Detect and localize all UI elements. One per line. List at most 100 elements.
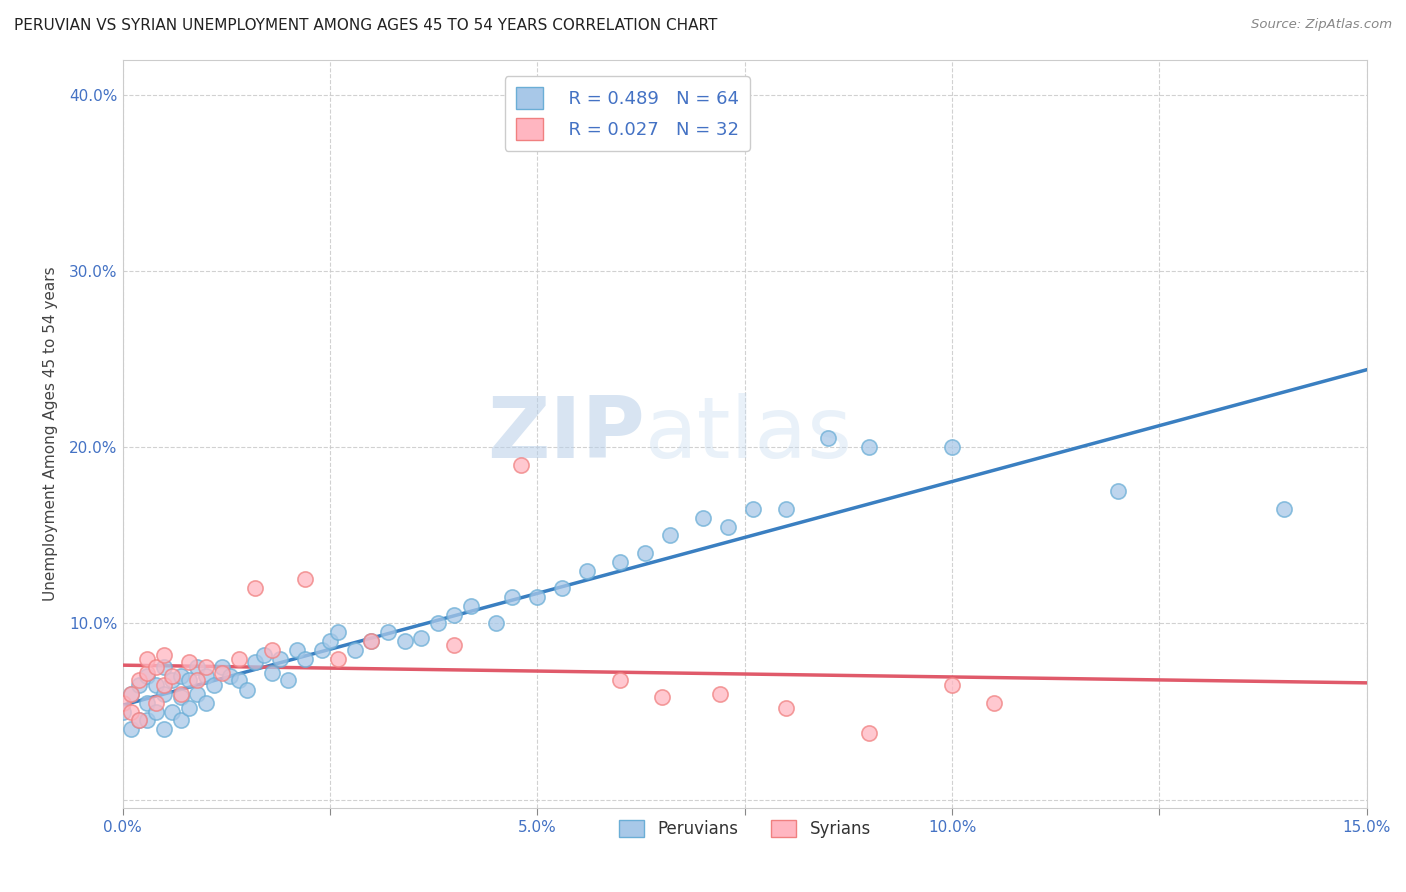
Point [136,714,159,728]
Point [360,634,382,648]
Point [120,687,142,701]
Point [509,458,531,472]
Point [145,660,167,674]
Point [858,725,880,739]
Text: ZIP: ZIP [488,392,645,475]
Point [269,651,291,665]
Point [211,665,233,680]
Point [377,625,399,640]
Text: atlas: atlas [645,392,853,475]
Point [311,643,333,657]
Point [169,690,191,705]
Point [120,687,142,701]
Point [136,651,159,665]
Point [1272,502,1295,516]
Point [775,502,797,516]
Point [162,673,184,687]
Point [194,696,217,710]
Point [328,625,350,640]
Point [443,638,465,652]
Point [128,673,150,687]
Point [202,678,225,692]
Legend: Peruvians, Syrians: Peruvians, Syrians [612,814,877,845]
Point [111,705,134,719]
Point [136,665,159,680]
Point [294,651,316,665]
Point [219,669,242,683]
Point [162,669,184,683]
Point [177,701,200,715]
Point [120,722,142,736]
Point [426,616,449,631]
Point [411,631,433,645]
Point [941,678,963,692]
Point [228,673,250,687]
Point [245,581,267,595]
Point [692,510,714,524]
Point [186,687,208,701]
Point [817,432,839,446]
Point [709,687,731,701]
Point [443,607,465,622]
Point [260,665,283,680]
Point [128,678,150,692]
Point [526,590,548,604]
Point [153,687,176,701]
Point [136,696,159,710]
Point [177,673,200,687]
Point [136,669,159,683]
Point [145,678,167,692]
Text: Source: ZipAtlas.com: Source: ZipAtlas.com [1251,18,1392,31]
Point [742,502,765,516]
Point [717,519,740,533]
Point [285,643,308,657]
Point [343,643,366,657]
Point [328,651,350,665]
Point [153,678,176,692]
Point [153,722,176,736]
Point [177,655,200,669]
Y-axis label: Unemployment Among Ages 45 to 54 years: Unemployment Among Ages 45 to 54 years [44,267,58,601]
Point [394,634,416,648]
Point [941,440,963,454]
Point [460,599,482,613]
Point [145,696,167,710]
Point [609,555,631,569]
Point [260,643,283,657]
Text: PERUVIAN VS SYRIAN UNEMPLOYMENT AMONG AGES 45 TO 54 YEARS CORRELATION CHART: PERUVIAN VS SYRIAN UNEMPLOYMENT AMONG AG… [14,18,717,33]
Point [485,616,508,631]
Point [277,673,299,687]
Point [245,655,267,669]
Point [319,634,342,648]
Point [111,696,134,710]
Point [983,696,1005,710]
Point [360,634,382,648]
Point [576,564,599,578]
Point [169,687,191,701]
Point [651,690,673,705]
Point [186,673,208,687]
Point [128,714,150,728]
Point [145,705,167,719]
Point [294,573,316,587]
Point [236,683,259,698]
Point [120,705,142,719]
Point [169,669,191,683]
Point [252,648,274,662]
Point [551,581,574,595]
Point [128,714,150,728]
Point [186,660,208,674]
Point [194,669,217,683]
Point [775,701,797,715]
Point [858,440,880,454]
Point [659,528,682,542]
Point [228,651,250,665]
Point [211,660,233,674]
Point [169,714,191,728]
Point [634,546,657,560]
Point [501,590,523,604]
Point [162,705,184,719]
Point [194,660,217,674]
Point [153,648,176,662]
Point [153,660,176,674]
